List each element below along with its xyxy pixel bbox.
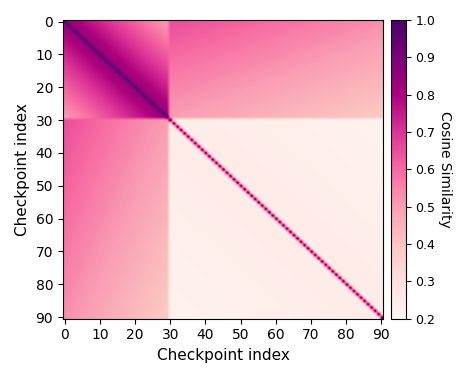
Y-axis label: Cosine Similarity: Cosine Similarity: [438, 111, 452, 228]
X-axis label: Checkpoint index: Checkpoint index: [157, 348, 290, 363]
Y-axis label: Checkpoint index: Checkpoint index: [15, 103, 30, 236]
